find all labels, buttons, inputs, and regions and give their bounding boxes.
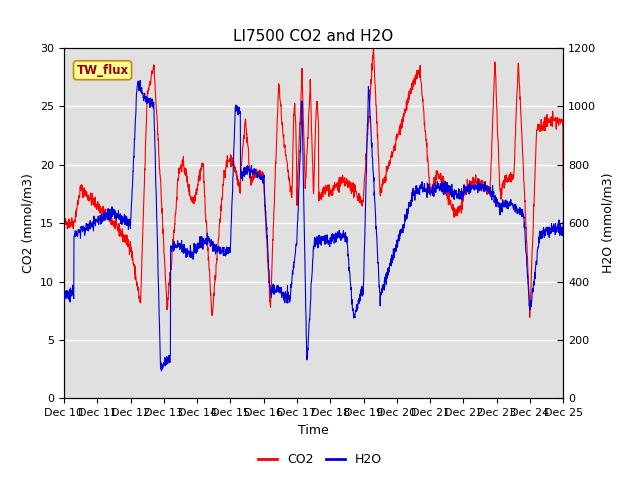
Legend: CO2, H2O: CO2, H2O bbox=[253, 448, 387, 471]
X-axis label: Time: Time bbox=[298, 424, 329, 437]
Y-axis label: CO2 (mmol/m3): CO2 (mmol/m3) bbox=[22, 173, 35, 273]
Y-axis label: H2O (mmol/m3): H2O (mmol/m3) bbox=[602, 173, 615, 274]
Text: TW_flux: TW_flux bbox=[77, 64, 129, 77]
Title: LI7500 CO2 and H2O: LI7500 CO2 and H2O bbox=[234, 29, 394, 44]
